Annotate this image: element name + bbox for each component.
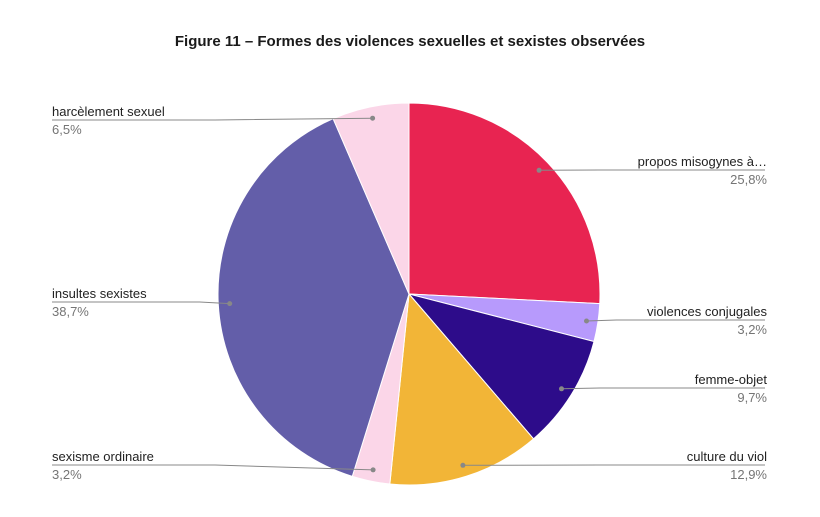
pie-slice <box>408 102 601 305</box>
leader-dot <box>370 115 376 121</box>
leader-line <box>561 387 765 390</box>
chart-title: Figure 11 – Formes des violences sexuell… <box>174 33 646 50</box>
label-leaders <box>52 115 765 473</box>
pie-slice <box>389 292 535 486</box>
slice-percent-label: 3,2% <box>737 322 767 337</box>
slice-percent-label: 3,2% <box>52 467 82 482</box>
pie-slice <box>407 293 595 440</box>
slice-label: insultes sexistes <box>52 286 147 301</box>
slice-percent-label: 12,9% <box>730 467 767 482</box>
leader-line <box>52 301 230 305</box>
leader-dot <box>559 386 564 392</box>
slice-labels: propos misogynes à… 25,8% violences conjug… <box>52 104 767 482</box>
leader-line <box>52 464 374 471</box>
slice-percent-label: 9,7% <box>737 390 767 405</box>
leader-dot <box>584 318 589 324</box>
pie-slices <box>217 102 601 486</box>
pie-slice <box>217 118 410 478</box>
leader-line <box>52 117 373 121</box>
leader-dot <box>227 301 233 307</box>
leader-dot <box>370 467 376 473</box>
leader-dot <box>536 167 542 173</box>
slice-label: femme-objet <box>695 372 768 387</box>
slice-percent-label: 38,7% <box>52 304 89 319</box>
leader-dot <box>460 462 466 468</box>
slice-label: violences conjugales <box>647 304 767 319</box>
slice-label: sexisme ordinaire <box>52 449 154 464</box>
slice-label: culture du viol <box>687 449 767 464</box>
slice-percent-label: 6,5% <box>52 122 82 137</box>
leader-line <box>586 319 765 322</box>
slice-percent-label: 25,8% <box>730 172 767 187</box>
slice-label: harcèlement sexuel <box>52 104 165 119</box>
slice-label: propos misogynes à… <box>638 154 767 169</box>
